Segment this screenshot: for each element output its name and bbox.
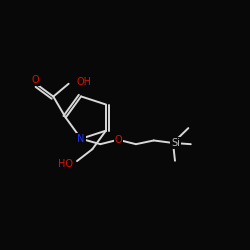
Text: O: O	[32, 75, 39, 85]
Text: Si: Si	[171, 138, 180, 148]
Text: N: N	[77, 134, 85, 144]
Text: OH: OH	[76, 77, 91, 87]
Text: O: O	[114, 135, 122, 145]
Text: HO: HO	[58, 159, 72, 169]
